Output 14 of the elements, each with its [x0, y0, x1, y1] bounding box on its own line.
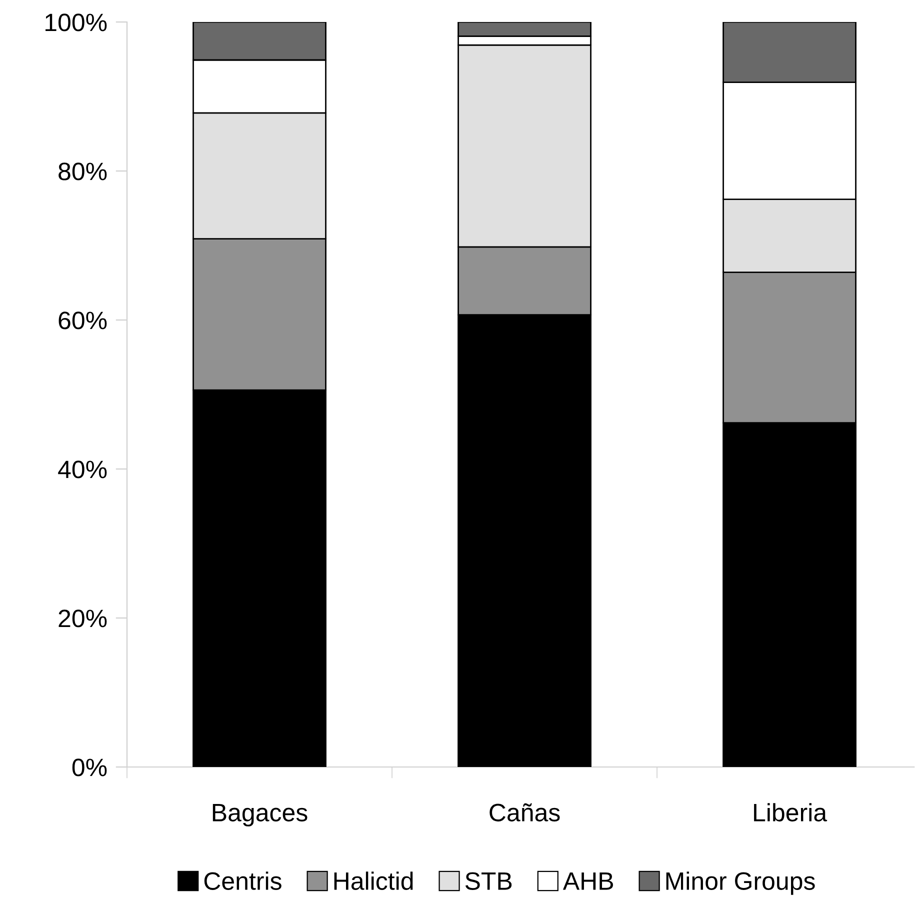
- legend-label: Centris: [204, 872, 282, 890]
- y-tick-label: 60%: [58, 312, 107, 330]
- x-tick-label: Cañas: [490, 803, 560, 822]
- legend-label: Halictid: [334, 872, 413, 890]
- y-tick-label: 0%: [72, 758, 107, 776]
- y-tick-label: 20%: [58, 610, 107, 628]
- legend-label: STB: [465, 872, 512, 890]
- legend-label: AHB: [562, 872, 613, 890]
- y-tick-label: 80%: [58, 162, 107, 180]
- y-tick-label: 40%: [58, 460, 107, 478]
- x-tick-label: Bagaces: [212, 804, 308, 826]
- y-tick-label: 100%: [46, 14, 107, 32]
- legend-label: Minor Groups: [666, 872, 815, 895]
- x-tick-label: Liberia: [754, 803, 828, 822]
